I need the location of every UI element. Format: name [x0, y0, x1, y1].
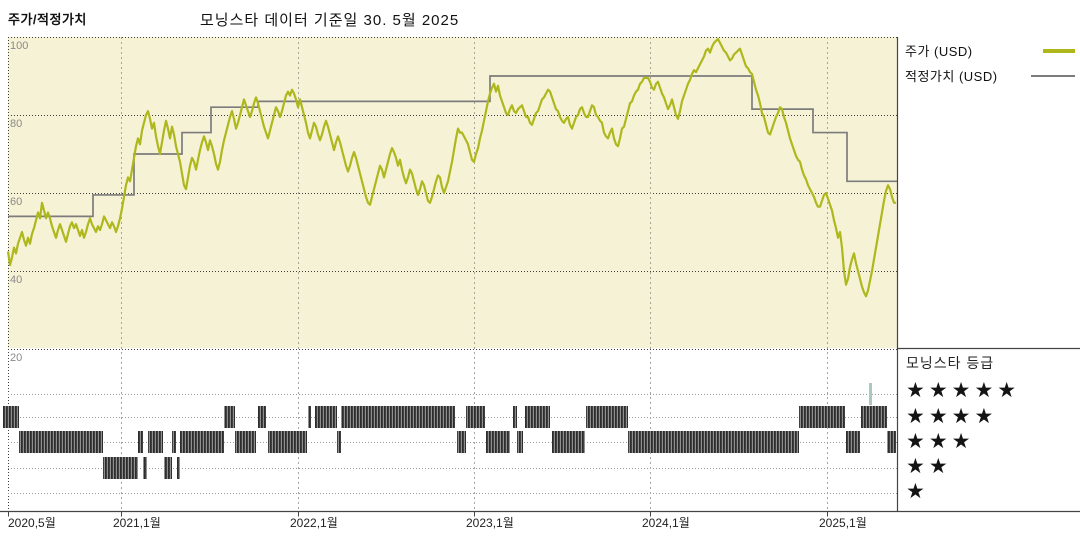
rating-bar-segment: [258, 406, 266, 428]
x-axis-label: 2021,1월: [113, 516, 161, 530]
rating-panel-title: 모닝스타 등급: [906, 355, 995, 371]
rating-bar-segment: [846, 431, 860, 453]
rating-bar-segment: [148, 431, 163, 453]
star-row-5: ★★★★★: [906, 379, 1021, 402]
legend-item-price: 주가 (USD): [905, 38, 1075, 63]
rating-bar-segment: [138, 431, 143, 453]
x-axis-label: 2024,1월: [642, 516, 690, 530]
star-row-3: ★★★: [906, 430, 975, 453]
y-axis-label: 40: [10, 274, 23, 286]
rating-bar-segment: [164, 457, 172, 479]
rating-bar-segment: [19, 431, 103, 453]
chart-main-title: 모닝스타 데이터 기준일 30. 5월 2025: [200, 12, 460, 29]
rating-bar-segment: [3, 406, 19, 428]
rating-bar-segment: [337, 431, 341, 453]
rating-bar-segment: [486, 431, 510, 453]
fair-value-line-swatch: [1031, 74, 1075, 77]
y-axis-label: 100: [10, 40, 29, 52]
legend-item-fair-value: 적정가치 (USD): [905, 63, 1075, 88]
rating-bar-segment: [172, 431, 176, 453]
rating-bar-segment: [552, 431, 585, 453]
rating-bar-segment: [525, 406, 550, 428]
price-line-swatch: [1043, 48, 1075, 53]
rating-bar-segment: [180, 431, 224, 453]
rating-bar-segment: [457, 431, 466, 453]
price-line: [6, 37, 896, 298]
x-axis-label: 2020,5월: [8, 516, 56, 530]
chart-left-title: 주가/적정가치: [8, 12, 87, 27]
rating-bar-segment: [628, 431, 799, 453]
rating-bar-segment: [308, 406, 311, 428]
y-axis-label: 80: [10, 118, 23, 130]
x-axis-label: 2022,1월: [290, 516, 338, 530]
rating-bar-segment: [268, 431, 307, 453]
rating-bar-segment: [517, 431, 523, 453]
rating-bar-segment: [224, 406, 235, 428]
current-rating-tick: [869, 383, 872, 405]
rating-bar-segment: [799, 406, 845, 428]
rating-bar-segment: [235, 431, 256, 453]
rating-bar-segment: [103, 457, 138, 479]
rating-bar-segment: [887, 431, 896, 453]
legend-fair-value-label: 적정가치 (USD): [905, 69, 998, 84]
x-axis-label: 2025,1월: [819, 516, 867, 530]
x-axis-label: 2023,1월: [466, 516, 514, 530]
rating-bar-segment: [861, 406, 887, 428]
star-row-4: ★★★★: [906, 405, 998, 428]
rating-bar-segment: [586, 406, 628, 428]
legend: 주가 (USD) 적정가치 (USD): [905, 38, 1075, 88]
rating-bar-segment: [315, 406, 337, 428]
legend-price-label: 주가 (USD): [905, 44, 973, 59]
rating-bar-segment: [466, 406, 485, 428]
price-plot-area: [8, 37, 897, 348]
y-axis-label: 60: [10, 196, 23, 208]
y-axis-label: 20: [10, 352, 23, 364]
rating-bar-segment: [177, 457, 180, 479]
rating-bar-segment: [143, 457, 147, 479]
rating-bar-segment: [341, 406, 455, 428]
star-row-2: ★★: [906, 455, 952, 478]
rating-bar-segment: [513, 406, 517, 428]
star-row-1: ★: [906, 480, 929, 503]
